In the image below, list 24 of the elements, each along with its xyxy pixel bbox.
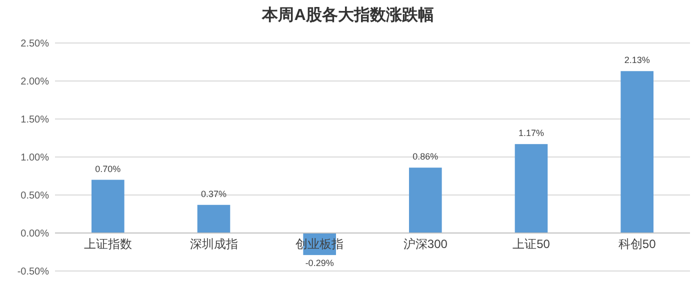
- bar: [197, 204, 230, 233]
- bar: [514, 144, 548, 233]
- data-label: 0.70%: [95, 164, 121, 174]
- x-tick-label: 沪深300: [403, 237, 448, 251]
- y-tick-label: 1.50%: [20, 114, 50, 126]
- x-tick-label: 深圳成指: [190, 237, 238, 251]
- y-tick-label: 0.50%: [20, 190, 50, 202]
- bar: [409, 168, 442, 233]
- chart-title: 本周A股各大指数涨跌幅: [261, 6, 434, 24]
- data-label: -0.29%: [305, 258, 334, 268]
- bar: [92, 180, 124, 233]
- bar: [620, 71, 654, 233]
- data-label: 1.17%: [518, 128, 544, 138]
- y-tick-label: 1.00%: [20, 152, 50, 164]
- x-tick-label: 上证50: [512, 237, 550, 251]
- y-tick-label: -0.50%: [17, 266, 50, 278]
- x-tick-label: 科创50: [618, 237, 656, 251]
- data-label: 2.13%: [624, 55, 650, 66]
- y-tick-label: 2.00%: [20, 76, 50, 88]
- x-tick-label: 上证指数: [84, 237, 132, 251]
- y-tick-label: 2.50%: [20, 38, 50, 50]
- data-label: 0.37%: [200, 188, 227, 199]
- y-tick-label: 0.00%: [20, 228, 50, 240]
- data-label: 0.86%: [412, 152, 438, 162]
